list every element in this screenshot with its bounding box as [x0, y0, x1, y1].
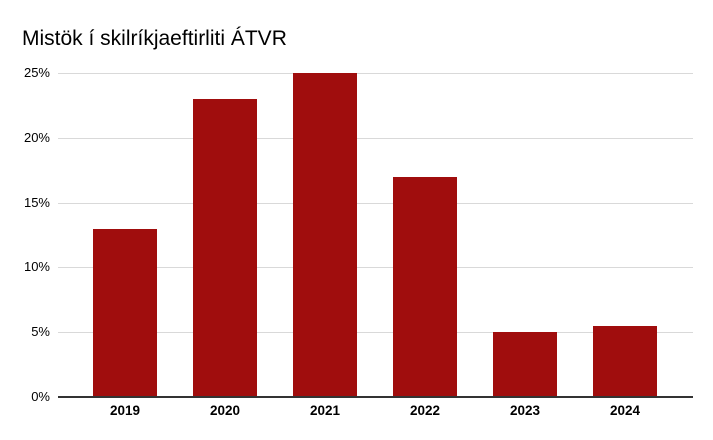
- bar-2024: [593, 326, 657, 397]
- y-axis-tick-label-0: 0%: [31, 389, 50, 404]
- x-axis-label-2019: 2019: [109, 403, 141, 418]
- y-axis-tick-label-15: 15%: [23, 195, 50, 210]
- gridline-15: [58, 203, 693, 204]
- y-axis-tick-label-10: 10%: [23, 259, 50, 274]
- bar-2020: [193, 99, 257, 397]
- x-axis-label-2022: 2022: [409, 403, 441, 418]
- gridline-5: [58, 332, 693, 333]
- x-axis-label-2021: 2021: [309, 403, 341, 418]
- y-axis-tick-label-5: 5%: [31, 324, 50, 339]
- x-axis-line: [58, 396, 693, 398]
- x-axis-label-2024: 2024: [609, 403, 641, 418]
- gridline-10: [58, 267, 693, 268]
- bar-2023: [493, 332, 557, 397]
- chart-title: Mistök í skilríkjaeftirliti ÁTVR: [22, 27, 287, 50]
- x-axis-label-2023: 2023: [509, 403, 541, 418]
- bar-2021: [293, 73, 357, 397]
- bar-2019: [93, 229, 157, 397]
- gridline-25: [58, 73, 693, 74]
- y-axis-tick-label-20: 20%: [23, 130, 50, 145]
- bar-2022: [393, 177, 457, 397]
- x-axis-label-2020: 2020: [209, 403, 241, 418]
- y-axis-tick-label-25: 25%: [23, 65, 50, 80]
- gridline-20: [58, 138, 693, 139]
